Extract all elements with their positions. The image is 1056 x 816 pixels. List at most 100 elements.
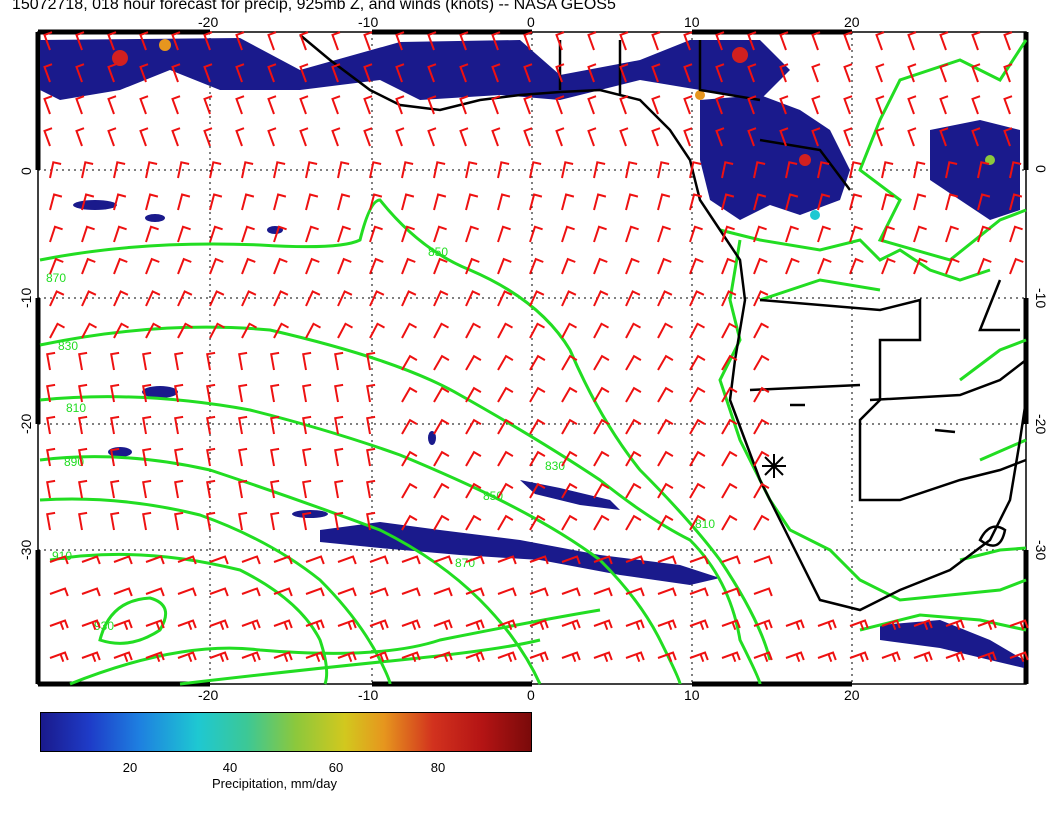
precip-field bbox=[40, 38, 1024, 668]
wind-barb bbox=[465, 651, 485, 663]
wind-barb bbox=[78, 447, 88, 467]
wind-barb bbox=[721, 386, 738, 403]
wind-barb bbox=[433, 161, 446, 179]
wind-barb bbox=[75, 95, 85, 115]
wind-barb bbox=[593, 651, 613, 663]
wind-barb bbox=[593, 322, 609, 339]
wind-barb bbox=[305, 619, 325, 631]
wind-barb bbox=[491, 95, 501, 115]
wind-barb bbox=[907, 31, 917, 51]
wind-barb bbox=[657, 386, 674, 403]
lat-tick-right: -20 bbox=[1033, 414, 1049, 434]
wind-barb bbox=[302, 351, 312, 371]
wind-barb bbox=[267, 127, 277, 147]
wind-barb bbox=[177, 257, 192, 275]
wind-barb bbox=[561, 386, 578, 403]
wind-barb bbox=[107, 95, 117, 115]
wind-barb bbox=[177, 290, 193, 307]
wind-barb bbox=[465, 386, 482, 403]
wind-barb bbox=[779, 95, 789, 115]
wind-barb bbox=[939, 127, 949, 147]
colorbar-label: Precipitation, mm/day bbox=[212, 776, 337, 791]
wind-barb bbox=[209, 619, 229, 631]
wind-barb bbox=[721, 450, 738, 467]
wind-barb bbox=[779, 127, 789, 147]
wind-barb bbox=[721, 257, 736, 275]
wind-barb bbox=[465, 322, 481, 339]
wind-barb bbox=[625, 386, 642, 403]
wind-barb bbox=[945, 651, 965, 663]
wind-barb bbox=[945, 225, 959, 243]
wind-barb bbox=[459, 63, 469, 83]
wind-barb bbox=[171, 31, 181, 51]
wind-barb bbox=[753, 514, 770, 531]
wind-barb bbox=[331, 63, 341, 83]
wind-barb bbox=[206, 415, 216, 435]
wind-barb bbox=[753, 482, 770, 499]
wind-barb bbox=[753, 418, 770, 435]
wind-barb bbox=[43, 95, 53, 115]
wind-barb bbox=[401, 587, 421, 597]
wind-barb bbox=[433, 587, 453, 597]
wind-barb bbox=[555, 31, 565, 51]
wind-barb bbox=[299, 127, 309, 147]
wind-barb bbox=[107, 127, 117, 147]
wind-barb bbox=[529, 619, 549, 631]
wind-barb bbox=[689, 161, 702, 179]
wind-barb bbox=[337, 555, 357, 565]
wind-barb bbox=[657, 482, 674, 499]
wind-barb bbox=[78, 479, 88, 499]
wind-barb bbox=[753, 651, 773, 663]
forecast-map: 850 870 830 810 890 910 930 830 850 870 … bbox=[18, 14, 1049, 700]
wind-barb bbox=[299, 95, 309, 115]
wind-barb bbox=[427, 127, 437, 147]
wind-barb bbox=[753, 450, 770, 467]
wind-barb bbox=[497, 587, 517, 597]
wind-barb bbox=[49, 651, 69, 663]
wind-barb bbox=[110, 447, 120, 467]
wind-barb bbox=[238, 479, 248, 499]
wind-barb bbox=[817, 651, 837, 663]
wind-barb bbox=[235, 127, 245, 147]
wind-barb bbox=[529, 257, 544, 275]
wind-barb bbox=[81, 587, 101, 597]
wind-barb bbox=[113, 225, 127, 243]
wind-barb bbox=[619, 31, 629, 51]
wind-barb bbox=[395, 63, 405, 83]
wind-barb bbox=[465, 450, 482, 467]
wind-barb bbox=[395, 95, 405, 115]
wind-barb bbox=[939, 31, 949, 51]
wind-barb bbox=[1003, 63, 1013, 83]
wind-barb bbox=[302, 511, 312, 531]
wind-barb bbox=[238, 447, 248, 467]
wind-barb bbox=[689, 418, 706, 435]
wind-barb bbox=[689, 290, 705, 307]
wind-barb bbox=[43, 127, 53, 147]
wind-barb bbox=[619, 95, 629, 115]
wind-barb bbox=[587, 31, 597, 51]
wind-barb bbox=[459, 95, 469, 115]
wind-barb bbox=[113, 193, 127, 211]
wind-barb bbox=[465, 257, 480, 275]
wind-barb bbox=[363, 127, 373, 147]
wind-barb bbox=[875, 95, 885, 115]
wind-barb bbox=[81, 257, 96, 275]
wind-barb bbox=[427, 95, 437, 115]
wind-barb bbox=[270, 479, 280, 499]
wind-barb bbox=[465, 290, 481, 307]
wind-barb bbox=[145, 257, 160, 275]
axis-labels: -20 -10 0 10 20 -20 -10 0 10 20 0 -10 -2… bbox=[18, 14, 1049, 700]
wind-barb bbox=[235, 31, 245, 51]
wind-barb bbox=[651, 95, 661, 115]
wind-barb bbox=[241, 555, 261, 565]
wind-barb bbox=[43, 31, 53, 51]
wind-barb bbox=[363, 63, 373, 83]
wind-barb bbox=[977, 619, 997, 631]
lat-tick-right: -10 bbox=[1033, 288, 1049, 308]
wind-barb bbox=[305, 587, 325, 597]
wind-barb bbox=[369, 555, 389, 565]
wind-barb bbox=[779, 31, 789, 51]
wind-barb bbox=[657, 555, 677, 565]
wind-barb bbox=[977, 257, 992, 275]
wind-barb bbox=[334, 511, 344, 531]
